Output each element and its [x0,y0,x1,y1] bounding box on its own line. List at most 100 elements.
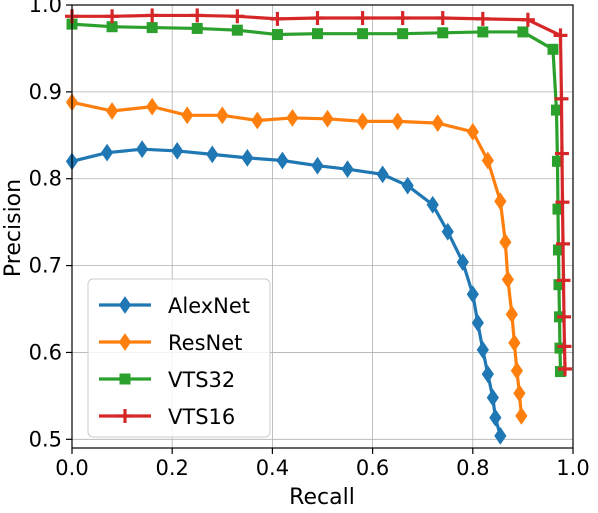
data-point-vts16 [555,236,570,251]
data-point-alexnet [100,143,114,162]
data-point-vts16 [556,309,571,324]
data-point-vts16 [310,11,325,26]
data-point-vts16 [190,8,205,23]
y-tick-label: 0.8 [29,167,62,191]
data-point-vts32 [551,155,563,167]
data-point-vts32 [437,27,449,39]
data-point-vts32 [547,43,559,55]
data-point-vts32 [397,28,409,40]
data-point-alexnet [489,408,502,427]
data-point-resnet [501,270,514,289]
legend-box [87,278,271,438]
data-point-resnet [505,305,518,324]
data-point-vts32 [191,22,203,34]
data-point-resnet [515,406,528,425]
series-resnet [65,93,528,425]
data-point-vts32 [550,104,562,116]
data-point-resnet [391,112,404,131]
data-point-alexnet [481,365,494,384]
legend-item-alexnet: AlexNet [99,294,250,318]
legend-label: AlexNet [168,294,250,318]
data-point-vts16 [557,339,572,354]
legend-marker [118,409,132,423]
data-point-vts16 [557,361,572,376]
data-point-vts32 [477,26,489,38]
data-point-vts32 [357,28,369,40]
y-tick-label: 0.5 [29,427,62,451]
data-point-resnet [494,192,507,211]
data-point-alexnet [401,176,414,195]
y-axis-label: Precision [1,179,26,277]
data-point-vts16 [554,91,569,106]
data-point-alexnet [376,165,389,184]
x-tick-label: 1.0 [556,456,589,480]
data-point-vts32 [146,22,158,34]
data-point-vts16 [475,11,490,26]
data-point-vts32 [554,342,566,354]
data-point-alexnet [426,195,439,214]
data-point-vts16 [556,273,571,288]
x-tick-label: 0.6 [356,456,389,480]
data-point-alexnet [311,156,324,175]
data-point-vts16 [355,11,370,26]
legend-item-resnet: ResNet [99,331,242,355]
series-vts16 [65,8,572,376]
data-point-vts16 [554,146,569,161]
data-point-vts32 [271,29,283,41]
y-tick-label: 0.9 [29,80,62,104]
data-point-alexnet [494,426,507,445]
data-point-alexnet [486,388,499,407]
data-point-vts32 [554,366,566,378]
series-layer [65,8,572,445]
data-point-vts32 [552,244,564,256]
data-point-vts16 [145,8,160,23]
data-point-vts16 [520,12,535,27]
data-point-alexnet [441,222,454,241]
data-point-vts16 [230,9,245,24]
data-point-vts32 [231,24,243,36]
series-alexnet [65,140,507,445]
data-point-vts16 [270,11,285,26]
y-tick-label: 0.7 [29,254,62,278]
data-point-resnet [508,334,521,352]
legend-item-vts32: VTS32 [99,368,235,392]
plot-frame [71,4,574,449]
data-point-vts32 [311,28,323,40]
data-point-resnet [105,102,119,120]
data-point-resnet [431,114,444,133]
data-point-vts16 [553,28,568,43]
data-point-alexnet [276,151,289,170]
data-point-resnet [146,97,159,116]
data-point-alexnet [136,140,149,159]
data-point-alexnet [466,285,479,304]
data-point-alexnet [206,145,219,164]
data-point-resnet [499,233,512,252]
data-point-resnet [466,122,479,141]
data-point-vts16 [435,11,450,26]
x-tick-label: 0.4 [256,456,289,480]
x-tick-label: 0.2 [155,456,188,480]
legend-marker [118,296,132,314]
data-point-resnet [481,151,494,170]
legend-label: ResNet [168,331,242,355]
data-point-vts16 [105,9,120,24]
data-point-vts16 [555,195,570,210]
data-point-resnet [216,106,229,125]
y-tick-label: 1.0 [29,0,62,17]
legend-label: VTS32 [168,368,235,392]
data-point-vts32 [552,203,564,215]
legend-label: VTS16 [168,405,235,429]
data-point-alexnet [171,142,184,160]
data-point-alexnet [241,148,254,167]
data-point-alexnet [341,160,354,179]
data-point-resnet [251,111,264,130]
data-point-vts32 [517,26,529,38]
data-point-resnet [513,384,526,403]
series-vts32 [66,18,566,378]
data-point-resnet [181,106,194,125]
ticks: 0.0 0.2 0.4 0.6 0.8 1.0 0.5 0.6 0.7 0.8 0.9 1.0 [29,0,590,480]
data-point-resnet [321,109,334,128]
legend-item-vts16: VTS16 [99,405,235,429]
